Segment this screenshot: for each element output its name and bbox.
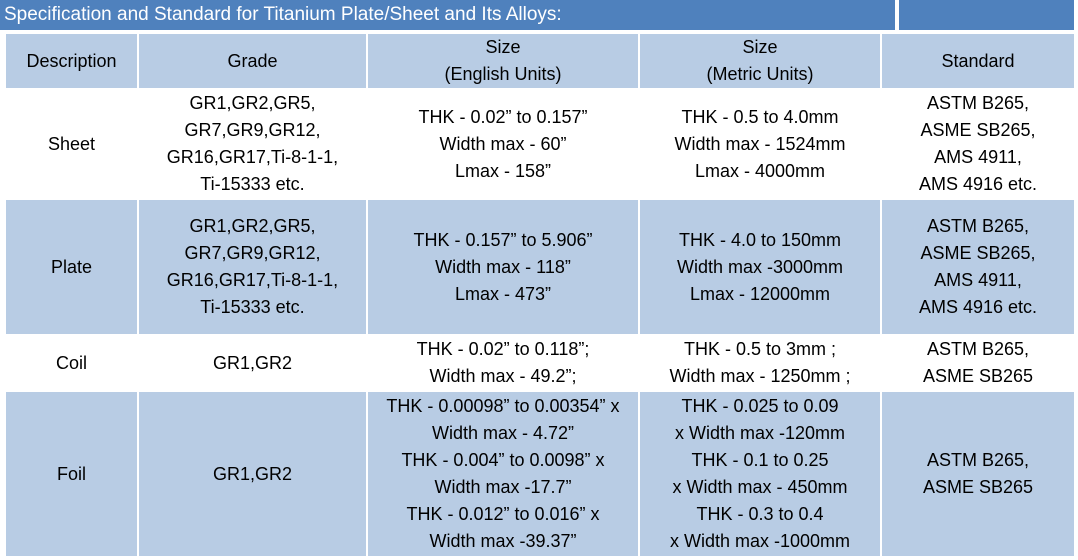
cell-line: Width max -17.7” <box>434 477 572 497</box>
cell-size-metric: THK - 4.0 to 150mm Width max -3000mm Lma… <box>638 198 882 336</box>
cell-size-metric: THK - 0.5 to 4.0mm Width max - 1524mm Lm… <box>638 88 882 200</box>
cell-line: GR7,GR9,GR12, <box>184 243 321 263</box>
cell-line: Lmax - 158” <box>454 160 552 181</box>
cell-line: GR1,GR2,GR5, <box>189 93 316 113</box>
cell-line: ASTM B265, <box>926 450 1030 470</box>
cell-line: x Width max - 450mm <box>672 477 848 497</box>
cell-description: Coil <box>4 334 139 392</box>
cell-line: THK - 0.5 to 4.0mm <box>681 106 839 127</box>
header-size-metric-line: (Metric Units) <box>706 64 814 84</box>
cell-size-english: THK - 0.00098” to 0.00354” x Width max -… <box>366 390 640 558</box>
header-standard: Standard <box>880 32 1076 90</box>
cell-line: Width max - 60” <box>439 133 567 154</box>
cell-grade: GR1,GR2 <box>137 334 368 392</box>
cell-description: Plate <box>4 198 139 336</box>
table-row: Coil GR1,GR2 THK - 0.02” to 0.118”; Widt… <box>4 334 1076 392</box>
cell-line: THK - 0.5 to 3mm ; <box>683 339 837 359</box>
cell-line: Width max -39.37” <box>429 531 577 551</box>
cell-line: Lmax - 12000mm <box>689 283 831 304</box>
cell-size-english: THK - 0.02” to 0.157” Width max - 60” Lm… <box>366 88 640 200</box>
cell-line: ASTM B265, <box>926 93 1030 113</box>
cell-line: Width max - 49.2”; <box>429 366 577 386</box>
cell-line: THK - 0.02” to 0.157” <box>418 106 588 127</box>
cell-line: THK - 0.025 to 0.09 <box>681 396 839 416</box>
cell-description: Sheet <box>4 88 139 200</box>
table-row: Plate GR1,GR2,GR5, GR7,GR9,GR12, GR16,GR… <box>4 198 1076 336</box>
cell-line: THK - 0.157” to 5.906” <box>413 229 593 250</box>
cell-line: ASTM B265, <box>926 216 1030 236</box>
cell-line: GR1,GR2,GR5, <box>189 216 316 236</box>
cell-grade: GR1,GR2 <box>137 390 368 558</box>
header-size-english: Size (English Units) <box>366 32 640 90</box>
header-grade: Grade <box>137 32 368 90</box>
cell-line: Ti-15333 etc. <box>200 174 305 194</box>
cell-line: Width max - 1524mm <box>674 133 846 154</box>
cell-line: AMS 4911, <box>934 147 1022 167</box>
cell-line: x Width max -1000mm <box>669 531 851 551</box>
cell-line: Ti-15333 etc. <box>200 297 305 317</box>
title-bar-side-cell <box>899 0 1074 30</box>
cell-line: GR16,GR17,Ti-8-1-1, <box>166 147 339 167</box>
cell-line: THK - 0.1 to 0.25 <box>691 450 829 470</box>
cell-description: Foil <box>4 390 139 558</box>
cell-grade: GR1,GR2,GR5, GR7,GR9,GR12, GR16,GR17,Ti-… <box>137 88 368 200</box>
table-row: Foil GR1,GR2 THK - 0.00098” to 0.00354” … <box>4 390 1076 558</box>
header-size-metric-line: Size <box>742 37 778 57</box>
cell-line: GR16,GR17,Ti-8-1-1, <box>166 270 339 290</box>
cell-line: AMS 4911, <box>934 270 1022 290</box>
cell-line: THK - 0.02” to 0.118”; <box>416 339 590 359</box>
cell-line: THK - 0.00098” to 0.00354” x <box>386 396 620 416</box>
table-row: Sheet GR1,GR2,GR5, GR7,GR9,GR12, GR16,GR… <box>4 88 1076 200</box>
cell-line: Width max -3000mm <box>676 256 844 277</box>
header-row: Description Grade Size (English Units) S… <box>4 32 1076 90</box>
cell-standard: ASTM B265, ASME SB265, AMS 4911, AMS 491… <box>880 198 1076 336</box>
cell-size-metric: THK - 0.025 to 0.09 x Width max -120mm T… <box>638 390 882 558</box>
cell-line: ASTM B265, <box>926 339 1030 359</box>
cell-line: THK - 0.3 to 0.4 <box>696 504 824 524</box>
cell-line: ASME SB265, <box>920 243 1036 263</box>
header-description: Description <box>4 32 139 90</box>
cell-size-english: THK - 0.02” to 0.118”; Width max - 49.2”… <box>366 334 640 392</box>
cell-standard: ASTM B265, ASME SB265 <box>880 390 1076 558</box>
cell-standard: ASTM B265, ASME SB265 <box>880 334 1076 392</box>
cell-line: THK - 0.012” to 0.016” x <box>406 504 600 524</box>
cell-line: Lmax - 473” <box>454 283 552 304</box>
cell-line: Width max - 1250mm ; <box>669 366 851 386</box>
spec-table: Description Grade Size (English Units) S… <box>4 32 1076 558</box>
cell-grade: GR1,GR2,GR5, GR7,GR9,GR12, GR16,GR17,Ti-… <box>137 198 368 336</box>
cell-line: ASME SB265 <box>922 477 1034 497</box>
cell-line: Width max - 118” <box>435 256 571 277</box>
header-size-english-line: (English Units) <box>444 64 562 84</box>
cell-size-english: THK - 0.157” to 5.906” Width max - 118” … <box>366 198 640 336</box>
title-bar: Specification and Standard for Titanium … <box>0 0 1078 30</box>
cell-standard: ASTM B265, ASME SB265, AMS 4911, AMS 491… <box>880 88 1076 200</box>
header-size-english-line: Size <box>485 37 521 57</box>
cell-line: THK - 4.0 to 150mm <box>678 229 842 250</box>
cell-line: x Width max -120mm <box>674 423 846 443</box>
cell-line: AMS 4916 etc. <box>918 174 1038 194</box>
cell-line: GR1,GR2 <box>212 352 293 373</box>
cell-line: GR1,GR2 <box>212 463 293 484</box>
cell-size-metric: THK - 0.5 to 3mm ; Width max - 1250mm ; <box>638 334 882 392</box>
header-size-metric: Size (Metric Units) <box>638 32 882 90</box>
cell-line: THK - 0.004” to 0.0098” x <box>401 450 605 470</box>
cell-line: GR7,GR9,GR12, <box>184 120 321 140</box>
cell-line: Width max - 4.72” <box>431 423 575 443</box>
table-title: Specification and Standard for Titanium … <box>0 0 895 30</box>
cell-line: ASME SB265 <box>922 366 1034 386</box>
cell-line: Lmax - 4000mm <box>694 160 826 181</box>
cell-line: ASME SB265, <box>920 120 1036 140</box>
cell-line: AMS 4916 etc. <box>918 297 1038 317</box>
